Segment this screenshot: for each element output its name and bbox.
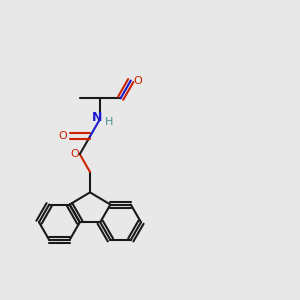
Text: O: O (133, 76, 142, 85)
Text: O: O (58, 131, 68, 141)
Text: O: O (70, 149, 79, 159)
Text: N: N (92, 111, 102, 124)
Text: H: H (104, 117, 113, 127)
